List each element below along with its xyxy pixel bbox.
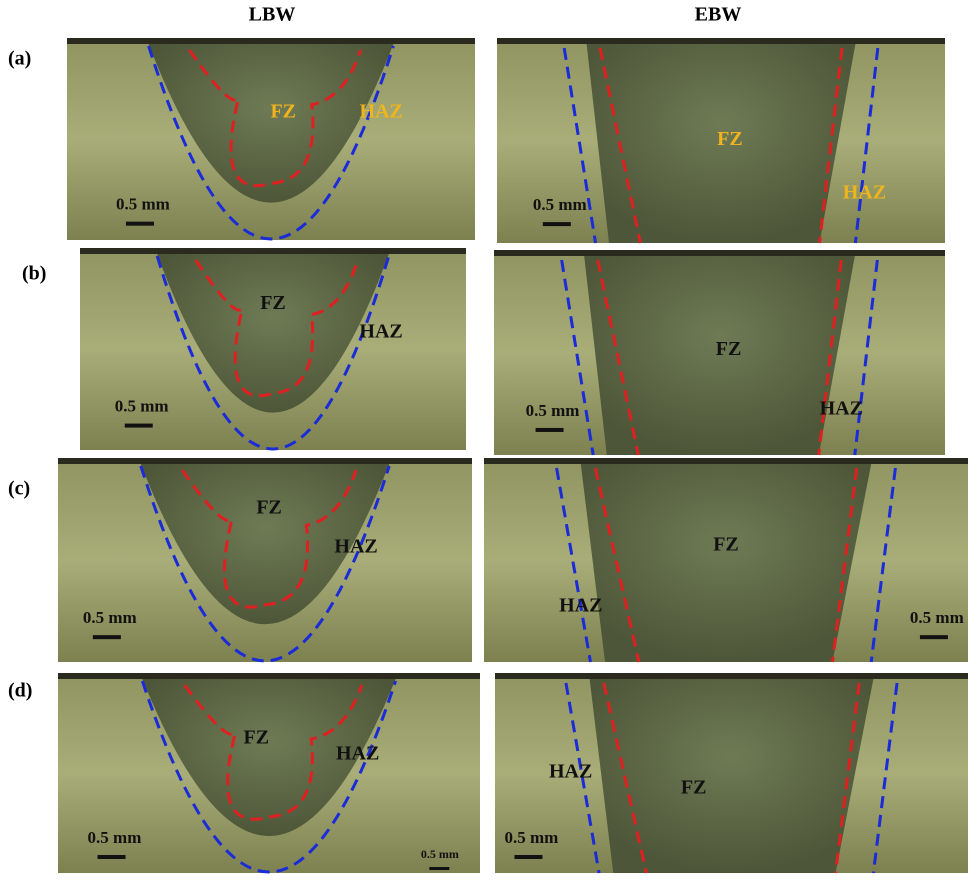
scale-bar — [543, 222, 571, 226]
scale-label: 0.5 mm — [421, 847, 459, 861]
zone-label: HAZ — [559, 595, 602, 617]
panel-top — [484, 458, 968, 464]
weld-zone — [581, 464, 871, 662]
scale-bar — [98, 855, 126, 859]
panel-top — [67, 38, 475, 44]
row-label: (c) — [8, 478, 30, 500]
row-label: (b) — [22, 263, 46, 285]
scale-bar — [429, 867, 449, 870]
row-label: (a) — [8, 48, 31, 70]
scale-label: 0.5 mm — [910, 608, 964, 627]
scale-bar — [93, 635, 121, 639]
scale-label: 0.5 mm — [83, 608, 137, 627]
zone-label: HAZ — [549, 761, 592, 783]
panel-top — [494, 250, 945, 256]
panel-top — [495, 673, 968, 679]
zone-label: FZ — [713, 533, 739, 555]
scale-bar — [125, 424, 153, 428]
zone-label: FZ — [270, 100, 296, 122]
scale-bar — [536, 428, 564, 432]
zone-label: FZ — [681, 777, 707, 799]
figure: LBW EBW (a) FZ HAZ 0.5 mm FZ HAZ 0.5 mm (b) FZ HA… — [0, 0, 973, 877]
zone-label: FZ — [260, 292, 286, 314]
panel-top — [58, 673, 480, 679]
zone-label: FZ — [717, 128, 743, 150]
scale-label: 0.5 mm — [533, 195, 587, 214]
zone-label: HAZ — [359, 100, 402, 122]
weld-zone — [590, 679, 874, 873]
scale-label: 0.5 mm — [115, 396, 169, 415]
scale-label: 0.5 mm — [88, 828, 142, 847]
zone-label: HAZ — [336, 743, 379, 765]
zone-label: HAZ — [843, 181, 886, 203]
scale-label: 0.5 mm — [504, 828, 558, 847]
panel-top — [497, 38, 945, 44]
scale-label: 0.5 mm — [116, 195, 170, 214]
column-title: LBW — [249, 4, 296, 26]
zone-label: HAZ — [359, 320, 402, 342]
zone-label: FZ — [716, 338, 742, 360]
scale-bar — [920, 635, 948, 639]
zone-label: HAZ — [334, 535, 377, 557]
column-title: EBW — [695, 4, 742, 26]
zone-label: FZ — [244, 727, 270, 749]
zone-label: FZ — [256, 497, 282, 519]
panel-top — [58, 458, 472, 464]
scale-label: 0.5 mm — [526, 401, 580, 420]
row-label: (d) — [8, 680, 32, 702]
panel-top — [80, 248, 466, 254]
scale-bar — [126, 222, 154, 226]
scale-bar — [514, 855, 542, 859]
zone-label: HAZ — [820, 397, 863, 419]
